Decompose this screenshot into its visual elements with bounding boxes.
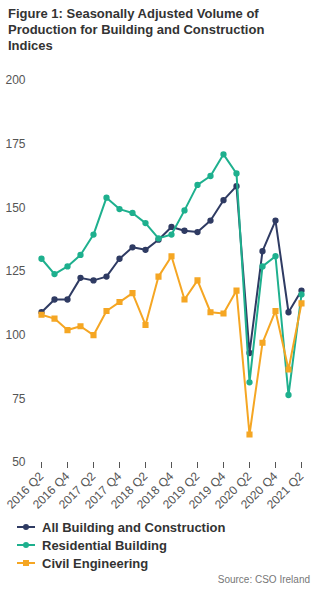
svg-text:50: 50: [12, 455, 26, 469]
svg-text:2018 Q4: 2018 Q4: [133, 469, 177, 512]
svg-text:125: 125: [5, 264, 25, 278]
svg-text:2017 Q2: 2017 Q2: [55, 469, 99, 512]
svg-text:200: 200: [5, 73, 25, 87]
svg-text:2016 Q2: 2016 Q2: [3, 469, 47, 512]
svg-text:2016 Q4: 2016 Q4: [29, 469, 73, 512]
html-text:Residential Building: Residential Building: [42, 537, 167, 553]
svg-text:2020 Q4: 2020 Q4: [237, 469, 281, 512]
svg-text:100: 100: [5, 328, 25, 342]
svg-text:2017 Q4: 2017 Q4: [81, 469, 125, 512]
svg-text:2018 Q2: 2018 Q2: [107, 469, 151, 512]
svg-text:175: 175: [5, 137, 25, 151]
html-text:All Building and Construction: All Building and Construction: [42, 519, 226, 535]
svg-text:2019 Q4: 2019 Q4: [185, 469, 229, 512]
html-text:Civil Engineering: Civil Engineering: [42, 555, 149, 571]
svg-text:2021 Q2: 2021 Q2: [264, 469, 307, 512]
html-text:Figure 1: Seasonally Adjusted: Figure 1: Seasonally Adjusted Volume of …: [8, 6, 265, 53]
svg-text:150: 150: [5, 201, 25, 215]
svg-text:75: 75: [12, 392, 26, 406]
svg-text:2020 Q2: 2020 Q2: [211, 469, 255, 512]
svg-text:2019 Q2: 2019 Q2: [159, 469, 203, 512]
html-text:Source: CSO Ireland: Source: CSO Ireland: [217, 574, 310, 585]
